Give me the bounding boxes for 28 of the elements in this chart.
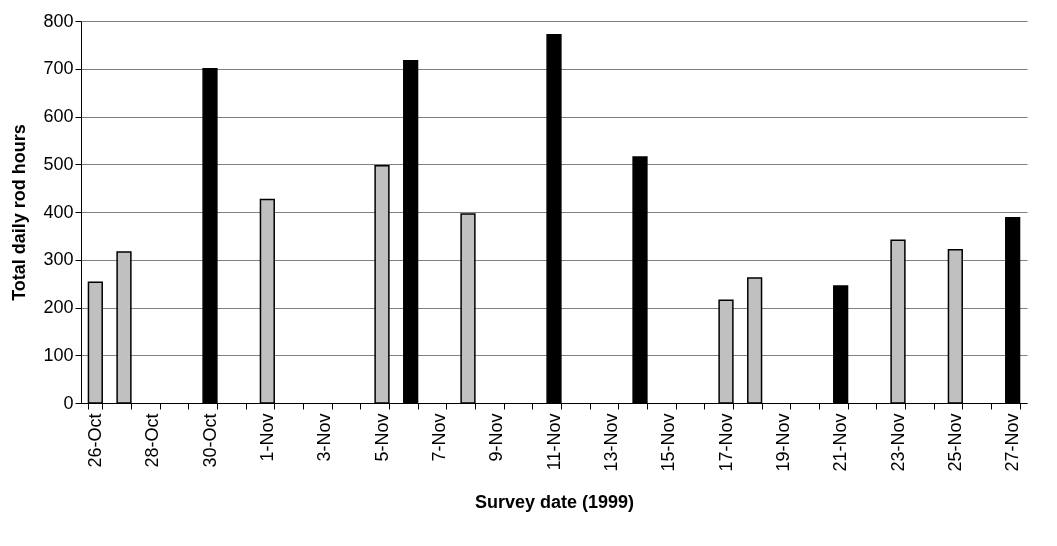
y-tick-label: 200 [43,297,74,317]
y-tick-label: 100 [43,344,74,365]
y-tick-label: 700 [43,58,74,79]
x-tick-label: 30-Oct [199,413,220,468]
x-tick-label: 25-Nov [944,413,965,472]
x-tick-label: 1-Nov [256,413,277,462]
x-tick-label: 13-Nov [600,413,621,472]
x-tick-label: 5-Nov [371,413,392,462]
y-axis-title: Total daily rod hours [9,124,30,301]
x-tick-label: 17-Nov [715,413,736,472]
x-tick-label: 27-Nov [1002,413,1023,472]
x-tick-label: 15-Nov [658,413,679,472]
x-tick-label: 28-Oct [142,413,163,468]
x-tick-label: 21-Nov [830,413,851,472]
x-tick-label: 26-Oct [84,413,105,468]
y-tick-label: 500 [43,153,74,174]
x-tick-label: 11-Nov [543,413,564,471]
x-tick-label: 7-Nov [428,413,449,462]
x-tick-label: 19-Nov [772,413,793,472]
y-tick-label: 0 [63,392,74,413]
y-tick-label: 600 [43,106,74,126]
x-tick-label: 9-Nov [486,413,507,462]
y-tick-label: 300 [43,249,74,270]
y-tick-label: 400 [43,201,74,222]
x-axis-title: Survey date (1999) [474,491,635,512]
y-tick-label: 800 [43,10,74,31]
x-tick-label: 3-Nov [314,413,335,462]
x-tick-label: 23-Nov [887,413,908,472]
